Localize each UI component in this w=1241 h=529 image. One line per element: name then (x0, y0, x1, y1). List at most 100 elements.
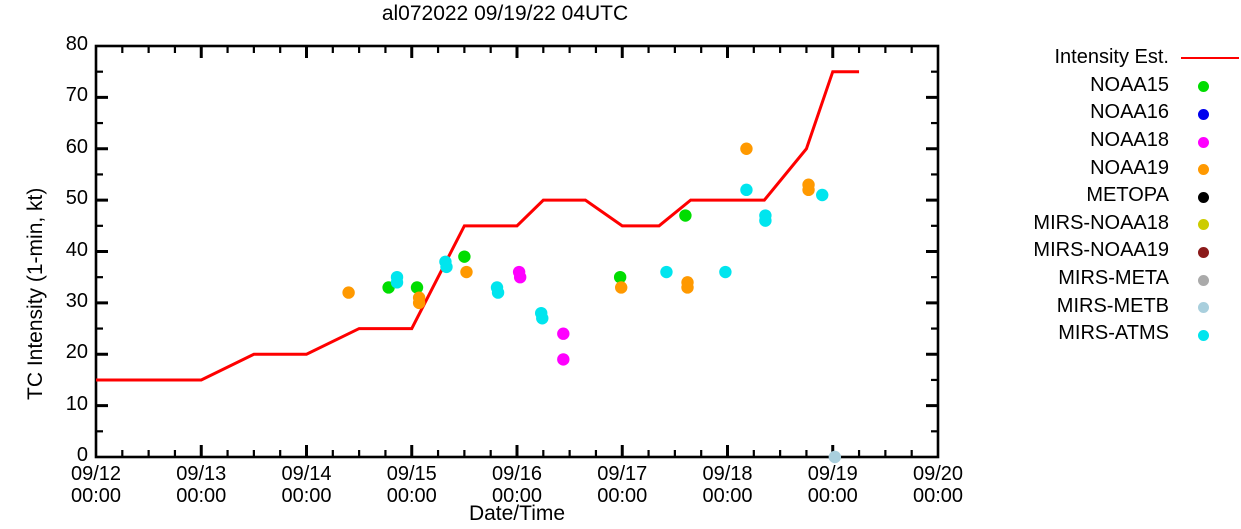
legend-item-mirs-noaa18: MIRS-NOAA18 (1000, 210, 1241, 238)
legend-item-label: MIRS-NOAA19 (1033, 239, 1169, 262)
x-axis-tick-label: 09/14 00:00 (252, 463, 362, 508)
x-axis-tick-time: 00:00 (70, 485, 122, 508)
x-axis-tick-time: 00:00 (281, 485, 332, 508)
x-axis-tick-date: 09/17 (597, 463, 648, 485)
x-axis-tick-label: 09/16 00:00 (462, 463, 572, 508)
legend-item-mirs-noaa19: MIRS-NOAA19 (1000, 237, 1241, 265)
legend-dot-swatch (1198, 246, 1209, 258)
data-point-mirs-atms (536, 312, 549, 325)
y-axis-tick-label: 70 (65, 84, 88, 107)
x-axis-tick-date: 09/19 (807, 463, 858, 485)
legend-item-noaa19: NOAA19 (1000, 154, 1241, 182)
legend-item-label: MIRS-METB (1056, 294, 1169, 317)
legend-item-label: MIRS-NOAA18 (1033, 211, 1169, 234)
legend-item-label: NOAA18 (1090, 129, 1169, 152)
legend-item-label: NOAA16 (1090, 101, 1169, 124)
x-axis-tick-time: 00:00 (702, 485, 753, 508)
x-axis-tick-label: 09/19 00:00 (778, 463, 888, 508)
legend-item-label: Intensity Est. (1054, 46, 1170, 69)
data-point-mirs-atms (740, 183, 753, 197)
legend-dot-swatch (1198, 136, 1209, 148)
x-axis-tick-date: 09/15 (386, 463, 437, 485)
legend-item-noaa18: NOAA18 (1000, 127, 1241, 155)
data-point-noaa19 (614, 281, 628, 294)
x-axis-tick-date: 09/18 (702, 463, 753, 485)
x-axis-tick-label: 09/12 00:00 (41, 463, 151, 508)
chart-legend: Intensity Est. NOAA15 NOAA16 NOAA18 NOAA19 ME… (1000, 44, 1241, 348)
x-axis-tick-time: 00:00 (807, 485, 858, 508)
legend-item-marker (1179, 211, 1241, 235)
legend-dot-swatch (1198, 81, 1209, 93)
x-axis-tick-time: 00:00 (491, 485, 543, 508)
legend-item-label: NOAA15 (1090, 73, 1169, 96)
legend-item-marker (1179, 294, 1241, 318)
legend-dot-swatch (1198, 302, 1209, 314)
x-axis-tick-time: 00:00 (597, 485, 648, 508)
data-point-mirs-atms (491, 286, 505, 299)
data-point-mirs-atms (719, 265, 732, 279)
legend-item-marker (1179, 156, 1241, 180)
x-axis-tick-time: 00:00 (386, 485, 437, 508)
x-axis-tick-label: 09/18 00:00 (673, 463, 783, 508)
data-point-mirs-metb (828, 450, 842, 464)
y-axis-tick-label: 30 (65, 289, 88, 312)
legend-item-marker (1179, 129, 1241, 153)
chart-title: al072022 09/19/22 04UTC (381, 2, 629, 25)
legend-item-mirs-metb: MIRS-METB (1000, 292, 1241, 320)
legend-dot-swatch (1198, 274, 1209, 286)
legend-item-label: MIRS-META (1058, 267, 1169, 290)
x-axis-tick-label: 09/15 00:00 (357, 463, 467, 508)
legend-item-marker (1179, 267, 1241, 291)
legend-item-intensity-est-: Intensity Est. (1000, 44, 1241, 72)
x-axis-tick-date: 09/12 (70, 463, 122, 485)
y-axis-tick-label: 40 (65, 238, 88, 261)
legend-dot-swatch (1198, 219, 1209, 231)
data-point-noaa19 (460, 265, 473, 279)
data-point-mirs-atms (440, 260, 453, 274)
legend-item-marker (1179, 322, 1241, 346)
x-axis-tick-date: 09/14 (281, 463, 332, 485)
data-point-noaa19 (681, 281, 694, 294)
data-point-noaa19 (740, 142, 753, 155)
data-point-noaa15 (613, 270, 627, 284)
x-axis-tick-label: 09/13 00:00 (146, 463, 256, 508)
x-axis-tick-label: 09/17 00:00 (567, 463, 677, 508)
legend-item-label: MIRS-ATMS (1058, 322, 1169, 345)
y-axis-tick-label: 60 (65, 135, 88, 158)
data-point-noaa15 (410, 281, 424, 294)
legend-item-marker (1179, 184, 1241, 208)
legend-item-noaa16: NOAA16 (1000, 99, 1241, 127)
series-line-intensity-est- (96, 70, 860, 382)
y-axis-tick-label: 20 (65, 341, 88, 364)
data-point-noaa18 (513, 270, 527, 284)
legend-item-noaa15: NOAA15 (1000, 72, 1241, 100)
x-axis-tick-date: 09/16 (491, 463, 543, 485)
y-axis-tick-label: 10 (65, 392, 88, 415)
legend-item-marker (1179, 239, 1241, 263)
legend-item-marker (1179, 46, 1241, 70)
legend-dot-swatch (1198, 164, 1209, 176)
data-point-mirs-atms (759, 214, 772, 227)
legend-line-swatch (1181, 56, 1239, 60)
y-axis-tick-label: 0 (76, 444, 88, 466)
data-point-noaa15 (458, 250, 471, 263)
data-point-mirs-atms (660, 265, 673, 279)
data-point-mirs-atms (816, 188, 829, 202)
y-axis-tick-label: 80 (65, 33, 88, 55)
data-point-mirs-atms (390, 276, 404, 289)
legend-item-label: METOPA (1086, 184, 1169, 207)
y-axis-tick-label: 50 (65, 187, 88, 210)
x-axis-tick-label: 09/20 00:00 (883, 463, 993, 508)
x-axis-tick-date: 09/13 (176, 463, 227, 485)
data-point-noaa19 (412, 296, 426, 310)
legend-item-mirs-meta: MIRS-META (1000, 265, 1241, 293)
x-axis-tick-date: 09/20 (912, 463, 964, 485)
data-point-noaa18 (557, 327, 570, 340)
legend-item-label: NOAA19 (1090, 156, 1169, 179)
legend-dot-swatch (1198, 108, 1209, 120)
x-axis-tick-time: 00:00 (912, 485, 964, 508)
x-axis-label: Date/Time (468, 502, 566, 525)
legend-item-mirs-atms: MIRS-ATMS (1000, 320, 1241, 348)
data-point-noaa19 (342, 286, 355, 299)
